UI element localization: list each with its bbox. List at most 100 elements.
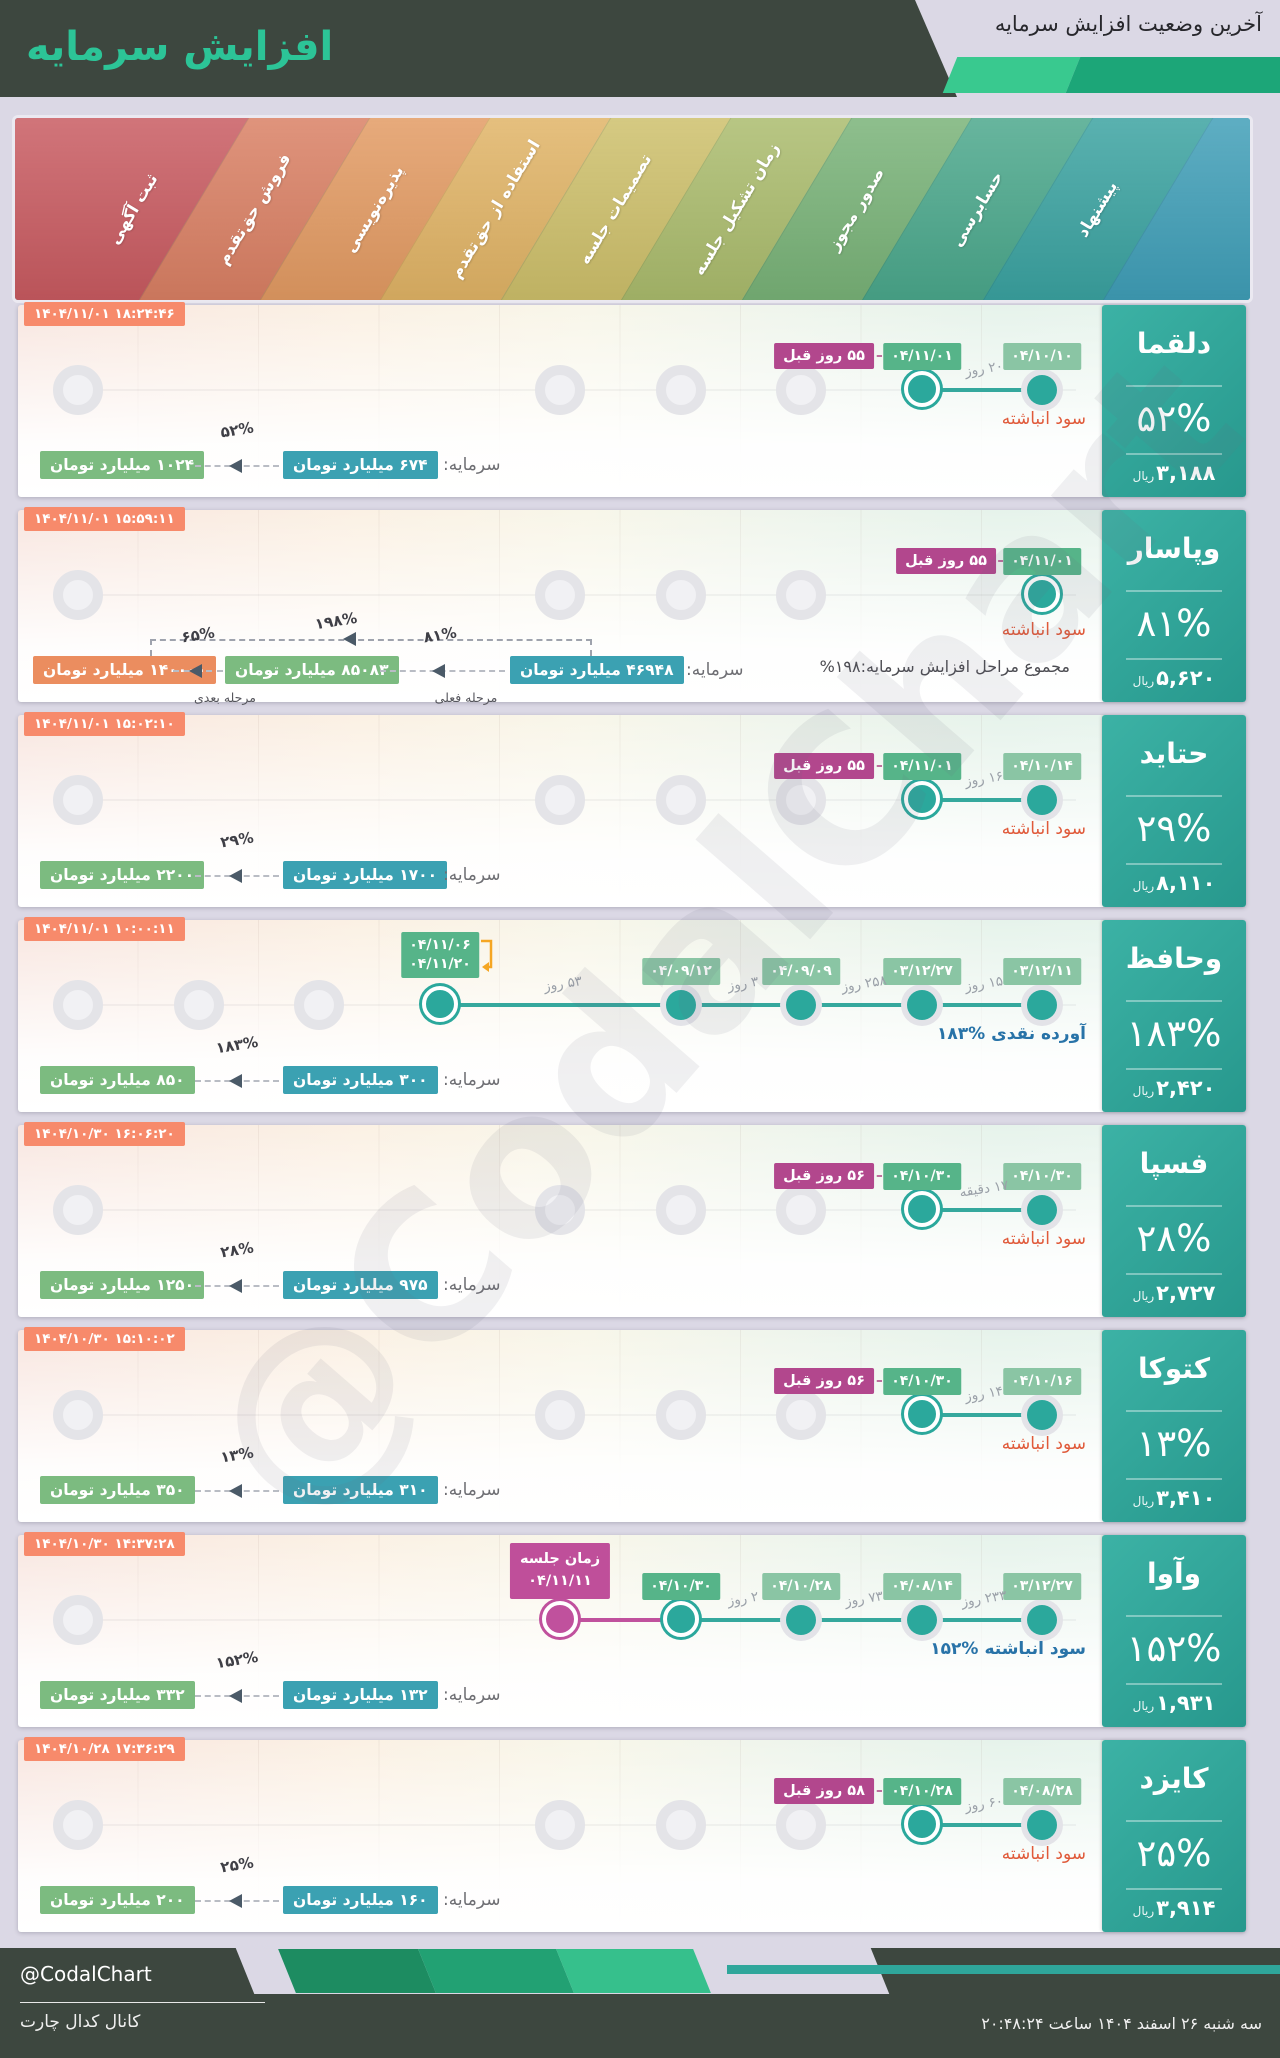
generated-datetime: سه شنبه ۲۶ اسفند ۱۴۰۴ ساعت ۲۰:۴۸:۲۴	[981, 2014, 1262, 2033]
gap-label: ۱۶ روز	[963, 768, 1005, 790]
timeline-dot-current	[904, 781, 940, 817]
date-range-badge-current: ۰۴/۱۱/۰۶ ۰۴/۱۱/۲۰	[401, 932, 479, 978]
days-ago-connector	[868, 1380, 882, 1382]
total-percent-path	[150, 639, 592, 641]
stage-next-label: مرحله بعدی	[194, 690, 256, 705]
stage-placeholder	[776, 1390, 826, 1440]
capital-label: سرمایه:	[443, 1480, 501, 1500]
price-unit: ریال	[1132, 879, 1155, 893]
company-row-hataid: ۰۴/۱۰/۱۴ ۰۴/۱۱/۰۱ ۵۵ روز قبل ۱۶ روز سود …	[18, 712, 1246, 907]
page-subtitle: آخرین وضعیت افزایش سرمایه	[994, 12, 1262, 36]
gap-label: ۲۵۸ روز	[840, 972, 888, 996]
capital-from-badge: ۱۶۰ میلیارد تومان	[283, 1886, 438, 1914]
arrow-left-icon	[343, 632, 356, 646]
company-price: ۳,۴۱۰ ریال	[1132, 1486, 1216, 1510]
date-badge: ۰۴/۱۰/۲۸	[762, 1573, 840, 1600]
stage-placeholder	[53, 570, 103, 620]
timestamp-badge: ۱۴۰۴/۱۱/۰۱ ۱۵:۰۲:۱۰	[24, 712, 185, 736]
capital-to-badge: ۸۵۰ میلیارد تومان	[40, 1066, 195, 1094]
price-unit: ریال	[1132, 674, 1155, 688]
total-percent-path	[150, 639, 152, 656]
stage-placeholder	[656, 775, 706, 825]
footer-green-shape	[418, 1949, 574, 1993]
gap-label: ۶۰ روز	[963, 1793, 1005, 1815]
company-percent: ۵۲%	[1136, 397, 1212, 440]
gap-label: ۱۵ روز	[963, 973, 1005, 995]
days-ago-connector	[868, 1175, 882, 1177]
capital-arrow	[195, 1074, 279, 1088]
card-divider	[1126, 1478, 1222, 1480]
company-row-kaized: ۰۴/۰۸/۲۸ ۰۴/۱۰/۲۸ ۵۸ روز قبل ۶۰ روز سود …	[18, 1737, 1246, 1932]
company-row-vaava: ۰۳/۱۲/۲۷ ۰۴/۰۸/۱۴ ۰۴/۱۰/۲۸ ۰۴/۱۰/۳۰ زمان…	[18, 1532, 1246, 1727]
company-price: ۱,۹۳۱ ریال	[1132, 1691, 1216, 1715]
total-percent-path	[590, 639, 592, 656]
gap-label: ۳ روز	[726, 973, 760, 995]
company-percent: ۲۵%	[1136, 1832, 1212, 1875]
stage-placeholder	[53, 365, 103, 415]
card-divider	[1126, 1820, 1222, 1822]
timeline-segment	[922, 1208, 1042, 1212]
stage-placeholder	[53, 1800, 103, 1850]
timeline-dot-current	[904, 371, 940, 407]
stage-placeholder	[174, 980, 224, 1030]
note-cash-contribution: ۱۸۳% آورده نقدی	[936, 1024, 1086, 1044]
timeline-dot-current	[904, 1191, 940, 1227]
card-divider	[1126, 1888, 1222, 1890]
capital-to-badge: ۱۲۵۰ میلیارد تومان	[40, 1271, 205, 1299]
capital-percent: ۲۹%	[219, 828, 255, 852]
date-badge: ۰۴/۰۹/۰۹	[762, 958, 840, 985]
timestamp-badge: ۱۴۰۴/۱۰/۳۰ ۱۶:۰۶:۲۰	[24, 1122, 185, 1146]
days-ago-badge: ۵۵ روز قبل	[774, 753, 874, 779]
card-divider	[1126, 1683, 1222, 1685]
timestamp-badge: ۱۴۰۴/۱۰/۲۸ ۱۷:۳۶:۲۹	[24, 1737, 185, 1761]
card-divider	[1126, 795, 1222, 797]
footer-green-shape	[556, 1949, 711, 1993]
timeline-segment	[922, 798, 1042, 802]
card-divider	[1126, 1410, 1222, 1412]
stage-placeholder	[535, 365, 585, 415]
days-ago-badge: ۵۶ روز قبل	[774, 1368, 874, 1394]
capital-from-badge: ۹۷۵ میلیارد تومان	[283, 1271, 438, 1299]
timeline-dot	[786, 1605, 816, 1635]
capital-label: سرمایه:	[443, 1890, 501, 1910]
date-badge: ۰۳/۱۲/۲۷	[1003, 1573, 1081, 1600]
meeting-badge: زمان جلسه ۰۴/۱۱/۱۱	[509, 1543, 611, 1599]
stage-placeholder	[776, 1185, 826, 1235]
arrow-left-icon	[229, 1484, 242, 1498]
card-divider	[1126, 1273, 1222, 1275]
gap-label: ۱۷ دقیقه	[958, 1177, 1010, 1201]
company-card: وآوا ۱۵۲% ۱,۹۳۱ ریال	[1102, 1535, 1246, 1727]
note-accumulated-profit: سود انباشته	[1001, 1434, 1086, 1454]
stage-placeholder	[776, 1800, 826, 1850]
card-divider	[1126, 1615, 1222, 1617]
timeline-dot	[1027, 785, 1057, 815]
stage-placeholder	[656, 1185, 706, 1235]
company-percent: ۱۳%	[1136, 1422, 1212, 1465]
timeline-dot	[1027, 1400, 1057, 1430]
date-badge: ۰۴/۱۰/۱۴	[1003, 753, 1081, 780]
date-badge-current: ۰۴/۱۱/۰۱	[883, 753, 961, 780]
arrow-left-icon	[229, 1689, 242, 1703]
date-badge: ۰۴/۱۰/۱۶	[1003, 1368, 1081, 1395]
capital-percent: ۲۵%	[219, 1853, 255, 1877]
company-name: وپاسار	[1127, 532, 1221, 565]
company-percent: ۸۱%	[1136, 602, 1212, 645]
capital-percent: ۱۸۳%	[214, 1032, 260, 1058]
stage-placeholder	[53, 980, 103, 1030]
timeline-dot-current	[904, 1396, 940, 1432]
stage-placeholder	[535, 1390, 585, 1440]
header-green-shape	[942, 57, 1081, 93]
capital-from-badge: ۱۷۰۰ میلیارد تومان	[283, 861, 448, 889]
stage-placeholder	[535, 570, 585, 620]
stage-placeholder	[535, 775, 585, 825]
capital-total-percent: ۱۹۸%	[313, 608, 359, 634]
company-row-vahafez: ۰۳/۱۲/۱۱ ۰۳/۱۲/۲۷ ۰۴/۰۹/۰۹ ۰۴/۰۹/۱۲ ۰۴/۱…	[18, 917, 1246, 1112]
timeline-segment	[922, 1413, 1042, 1417]
stage-placeholder	[53, 1185, 103, 1235]
stage-placeholder	[656, 1800, 706, 1850]
capital-arrow	[195, 459, 279, 473]
stage-placeholder	[294, 980, 344, 1030]
capital-to-badge: ۲۰۰ میلیارد تومان	[40, 1886, 195, 1914]
capital-from-badge: ۳۱۰ میلیارد تومان	[283, 1476, 438, 1504]
company-card: وپاسار ۸۱% ۵,۶۲۰ ریال	[1102, 510, 1246, 702]
